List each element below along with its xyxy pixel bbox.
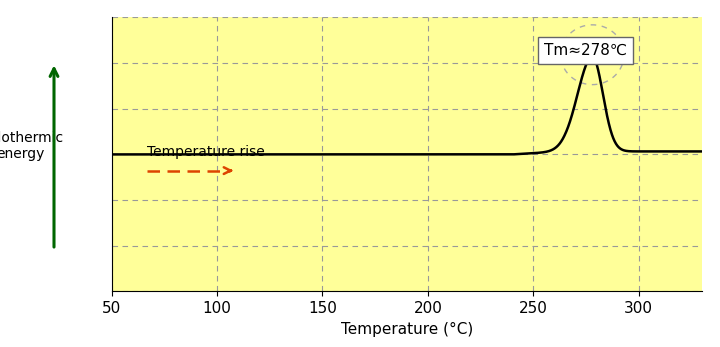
X-axis label: Temperature (°C): Temperature (°C): [341, 322, 473, 337]
Text: Tm≈278℃: Tm≈278℃: [544, 43, 627, 58]
Text: Temperature rise: Temperature rise: [148, 145, 265, 159]
Text: Endothermic
energy: Endothermic energy: [0, 130, 64, 161]
